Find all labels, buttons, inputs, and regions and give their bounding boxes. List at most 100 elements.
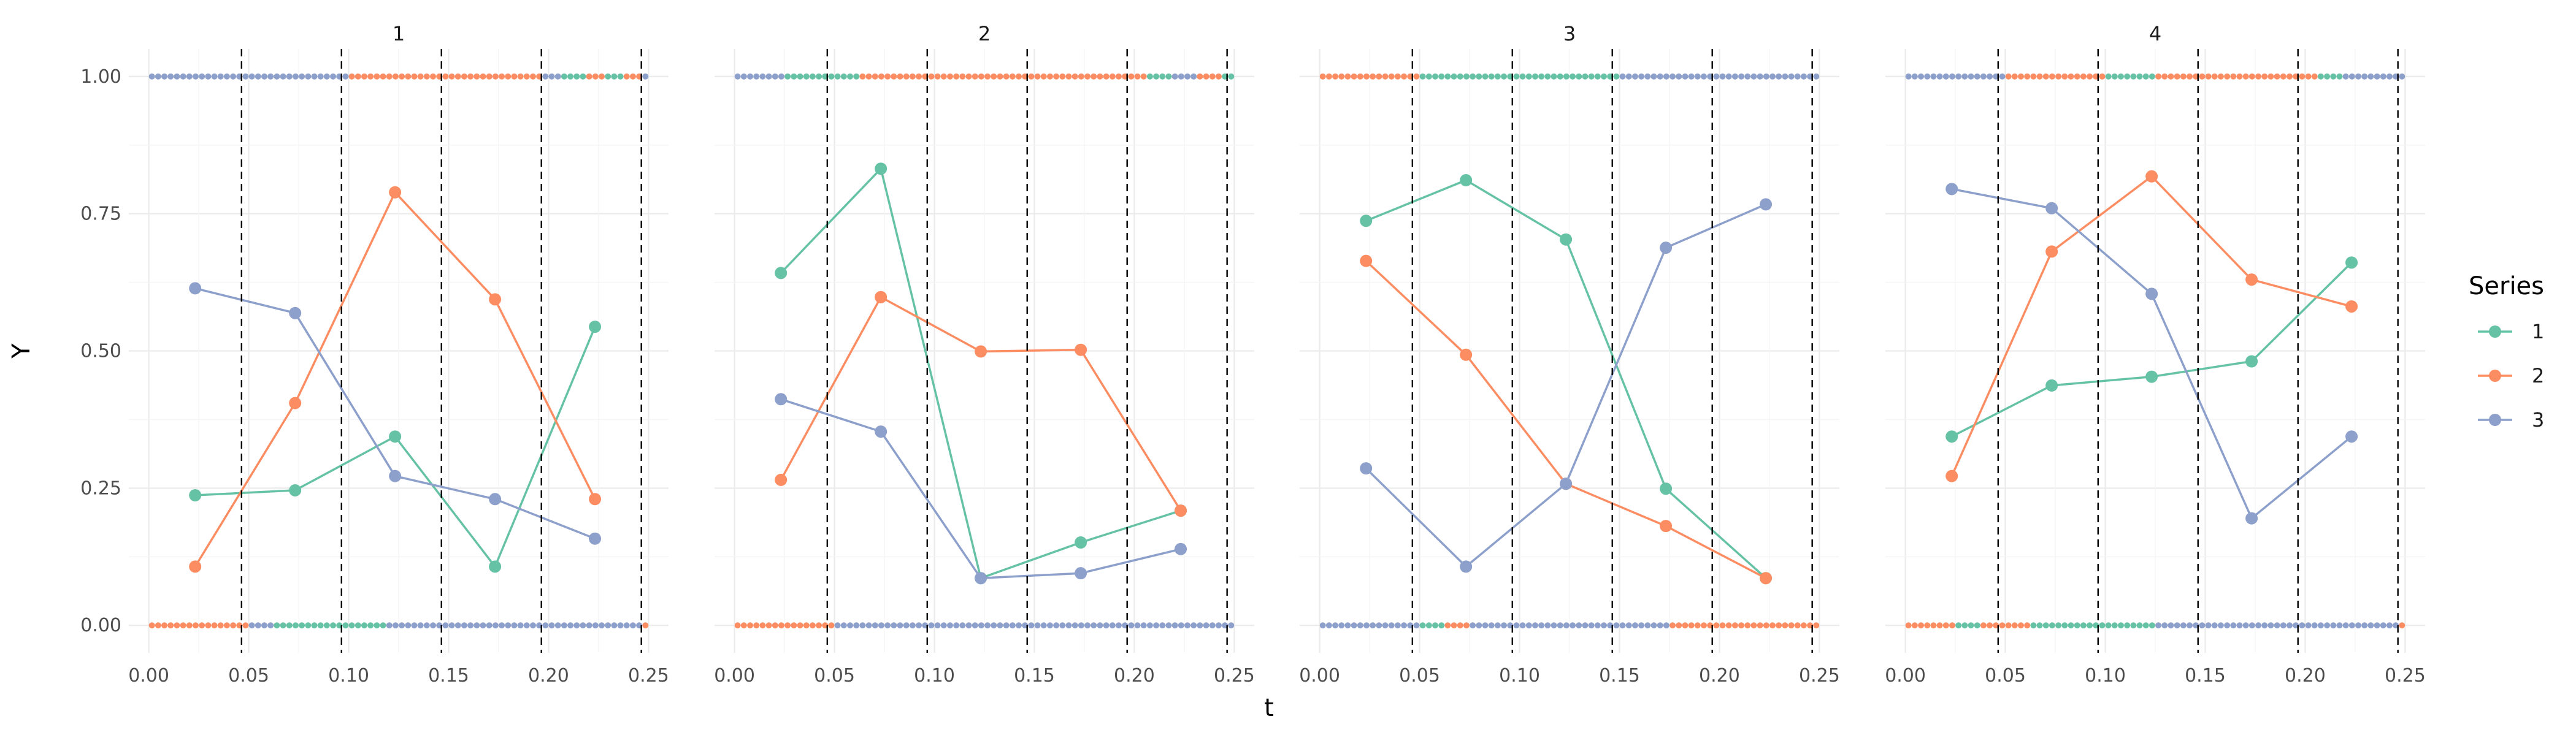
rug-point-top: [946, 73, 953, 80]
rug-point-bottom: [605, 622, 611, 629]
rug-point-bottom: [1676, 622, 1682, 629]
rug-point-bottom: [2317, 622, 2324, 629]
rug-point-bottom: [1078, 622, 1084, 629]
rug-point-top: [2030, 73, 2037, 80]
rug-point-bottom: [1582, 622, 1589, 629]
facet-strip-label: 3: [1563, 22, 1576, 45]
rug-point-top: [1040, 73, 1047, 80]
rug-point-bottom: [2036, 622, 2043, 629]
rug-point-bottom: [840, 622, 847, 629]
x-tick-label: 0.05: [1399, 665, 1440, 687]
rug-point-top: [1413, 73, 1420, 80]
rug-point-bottom: [865, 622, 872, 629]
rug-point-top: [299, 73, 305, 80]
rug-point-bottom: [2149, 622, 2155, 629]
rug-point-bottom: [442, 622, 449, 629]
rug-point-bottom: [355, 622, 361, 629]
rug-point-bottom: [1999, 622, 2006, 629]
rug-point-bottom: [267, 622, 274, 629]
rug-point-bottom: [1713, 622, 1720, 629]
rug-point-bottom: [2299, 622, 2306, 629]
rug-point-top: [355, 73, 361, 80]
rug-point-top: [1968, 73, 1974, 80]
rug-point-top: [342, 73, 349, 80]
rug-point-top: [1800, 73, 1807, 80]
rug-point-top: [217, 73, 224, 80]
rug-point-top: [430, 73, 437, 80]
facet-panel-3: 3 0.00 0.05 0.10 0.15 0.20 0.25: [1299, 22, 1840, 687]
rug-point-bottom: [2342, 622, 2349, 629]
rug-point-top: [2386, 73, 2393, 80]
rug-point-bottom: [505, 622, 512, 629]
rug-point-top: [1488, 73, 1495, 80]
rug-point-top: [2380, 73, 2386, 80]
rug-point-bottom: [1669, 622, 1676, 629]
series-2-point: [2045, 245, 2058, 258]
rug-point-top: [1165, 73, 1172, 80]
rug-point-bottom: [361, 622, 367, 629]
rug-point-top: [2311, 73, 2318, 80]
rug-point-top: [230, 73, 237, 80]
rug-point-top: [1738, 73, 1745, 80]
legend-key-point: [2489, 370, 2501, 382]
rug-point-top: [872, 73, 878, 80]
rug-point-bottom: [1009, 622, 1016, 629]
rug-point-bottom: [2355, 622, 2362, 629]
series-2-point: [975, 345, 987, 358]
rug-point-bottom: [1744, 622, 1751, 629]
rug-point-bottom: [580, 622, 586, 629]
rug-point-top: [847, 73, 854, 80]
rug-point-bottom: [2117, 622, 2124, 629]
rug-point-top: [167, 73, 174, 80]
x-tick-label: 0.00: [1885, 665, 1926, 687]
rug-point-bottom: [1488, 622, 1495, 629]
rug-point-top: [1128, 73, 1135, 80]
x-tick-label: 0.15: [2185, 665, 2226, 687]
rug-point-bottom: [1905, 622, 1912, 629]
rug-point-bottom: [734, 622, 741, 629]
x-tick-label: 0.10: [1499, 665, 1540, 687]
series-2-point: [1075, 343, 1087, 356]
x-tick-label: 0.25: [2385, 665, 2426, 687]
rug-point-bottom: [205, 622, 212, 629]
rug-point-bottom: [803, 622, 810, 629]
rug-point-bottom: [1357, 622, 1363, 629]
rug-point-bottom: [1165, 622, 1172, 629]
rug-point-bottom: [592, 622, 599, 629]
rug-point-top: [642, 73, 649, 80]
rug-point-top: [2168, 73, 2174, 80]
rug-point-bottom: [1376, 622, 1382, 629]
x-tick-label: 0.10: [328, 665, 369, 687]
series-2-line: [194, 190, 596, 568]
rug-point-top: [1980, 73, 1987, 80]
rug-point-top: [1582, 73, 1589, 80]
rug-point-bottom: [1731, 622, 1738, 629]
rug-point-bottom: [1197, 622, 1203, 629]
rug-point-top: [2180, 73, 2187, 80]
rug-point-top: [1134, 73, 1141, 80]
series-3-point: [2045, 202, 2058, 215]
legend-label: 2: [2532, 364, 2544, 387]
rug-point-bottom: [2236, 622, 2243, 629]
rug-point-top: [2105, 73, 2112, 80]
rug-point-bottom: [1153, 622, 1160, 629]
rug-point-top: [1097, 73, 1103, 80]
series-3-point: [1945, 183, 1958, 196]
rug-point-top: [180, 73, 186, 80]
rug-point-top: [1357, 73, 1363, 80]
rug-point-bottom: [2330, 622, 2337, 629]
series-1-point: [1660, 482, 1673, 495]
rug-point-bottom: [623, 622, 630, 629]
rug-point-top: [2374, 73, 2380, 80]
rug-point-bottom: [2311, 622, 2318, 629]
rug-point-top: [1719, 73, 1726, 80]
rug-point-top: [953, 73, 960, 80]
rug-point-bottom: [248, 622, 255, 629]
rug-point-bottom: [317, 622, 324, 629]
rug-point-top: [1109, 73, 1116, 80]
series-2-point: [1360, 254, 1373, 267]
rug-point-bottom: [2005, 622, 2012, 629]
rug-point-top: [1663, 73, 1669, 80]
rug-point-bottom: [1065, 622, 1072, 629]
rug-point-top: [573, 73, 580, 80]
